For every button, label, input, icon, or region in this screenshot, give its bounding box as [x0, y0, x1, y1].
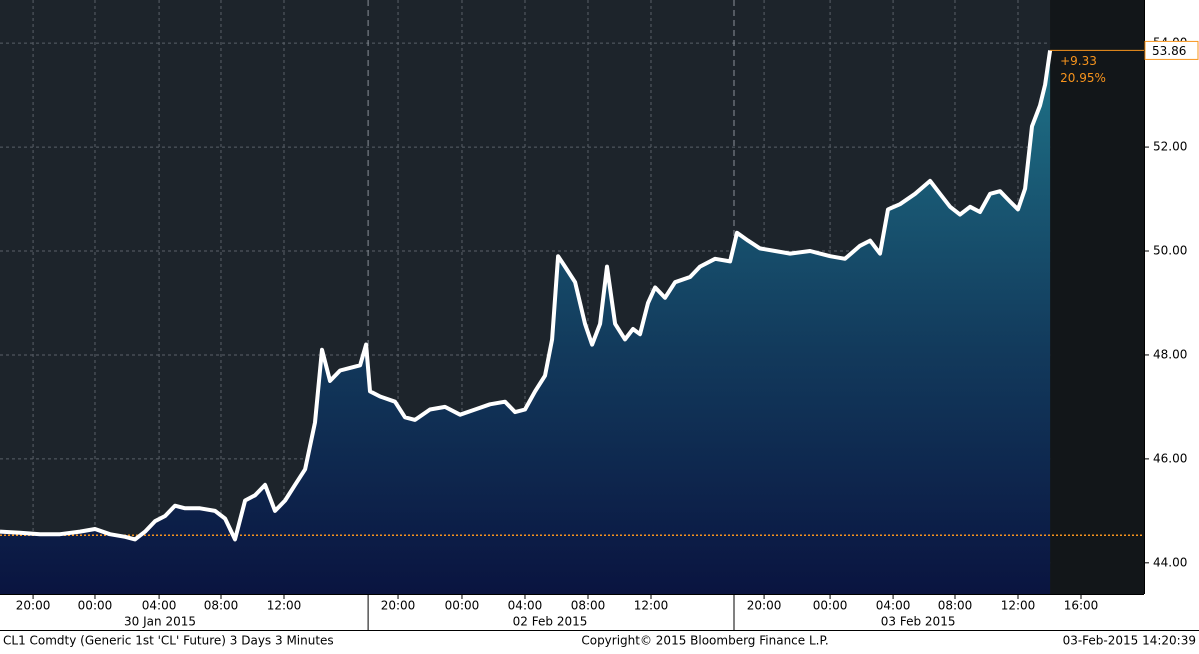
x-tick-label: 12:00: [1001, 599, 1036, 613]
x-tick-label: 00:00: [78, 599, 113, 613]
x-tick-label: 08:00: [204, 599, 239, 613]
change-annotation: 20.95%: [1060, 71, 1106, 85]
x-tick-label: 00:00: [813, 599, 848, 613]
price-line: [0, 50, 1053, 542]
x-tick-label: 04:00: [876, 599, 911, 613]
area: [0, 50, 1051, 594]
date-label: 02 Feb 2015: [513, 615, 588, 629]
footer-left: CL1 Comdty (Generic 1st 'CL' Future) 3 D…: [3, 634, 334, 648]
x-tick-label: 08:00: [938, 599, 973, 613]
y-tick-label: 46.00: [1153, 451, 1187, 465]
x-tick-label: 20:00: [747, 599, 782, 613]
footer-right: 03-Feb-2015 14:20:39: [1063, 634, 1196, 648]
y-tick-label: 48.00: [1153, 347, 1187, 361]
date-label: 03 Feb 2015: [881, 615, 956, 629]
last-price-box: [1144, 40, 1199, 60]
x-tick-label: 04:00: [142, 599, 177, 613]
y-tick-label: 52.00: [1153, 140, 1187, 154]
y-tick-label: 44.00: [1153, 555, 1187, 569]
footer-center: Copyright© 2015 Bloomberg Finance L.P.: [581, 634, 828, 648]
axis-background: [0, 594, 1199, 650]
x-tick-label: 20:00: [381, 599, 416, 613]
after-data-background: [1050, 0, 1144, 594]
x-tick-label: 12:00: [634, 599, 669, 613]
x-tick-label: 12:00: [267, 599, 302, 613]
y-tick-label: 50.00: [1153, 244, 1187, 258]
x-tick-label: 04:00: [508, 599, 543, 613]
x-tick-label: 08:00: [571, 599, 606, 613]
date-label: 30 Jan 2015: [124, 615, 196, 629]
x-tick-label: 16:00: [1064, 599, 1099, 613]
last-price-label: 53.86: [1152, 44, 1186, 58]
x-tick-label: 00:00: [445, 599, 480, 613]
plot: +9.33 20.95%: [0, 0, 1144, 594]
x-tick-label: 20:00: [16, 599, 51, 613]
change-annotation: +9.33: [1060, 54, 1097, 68]
